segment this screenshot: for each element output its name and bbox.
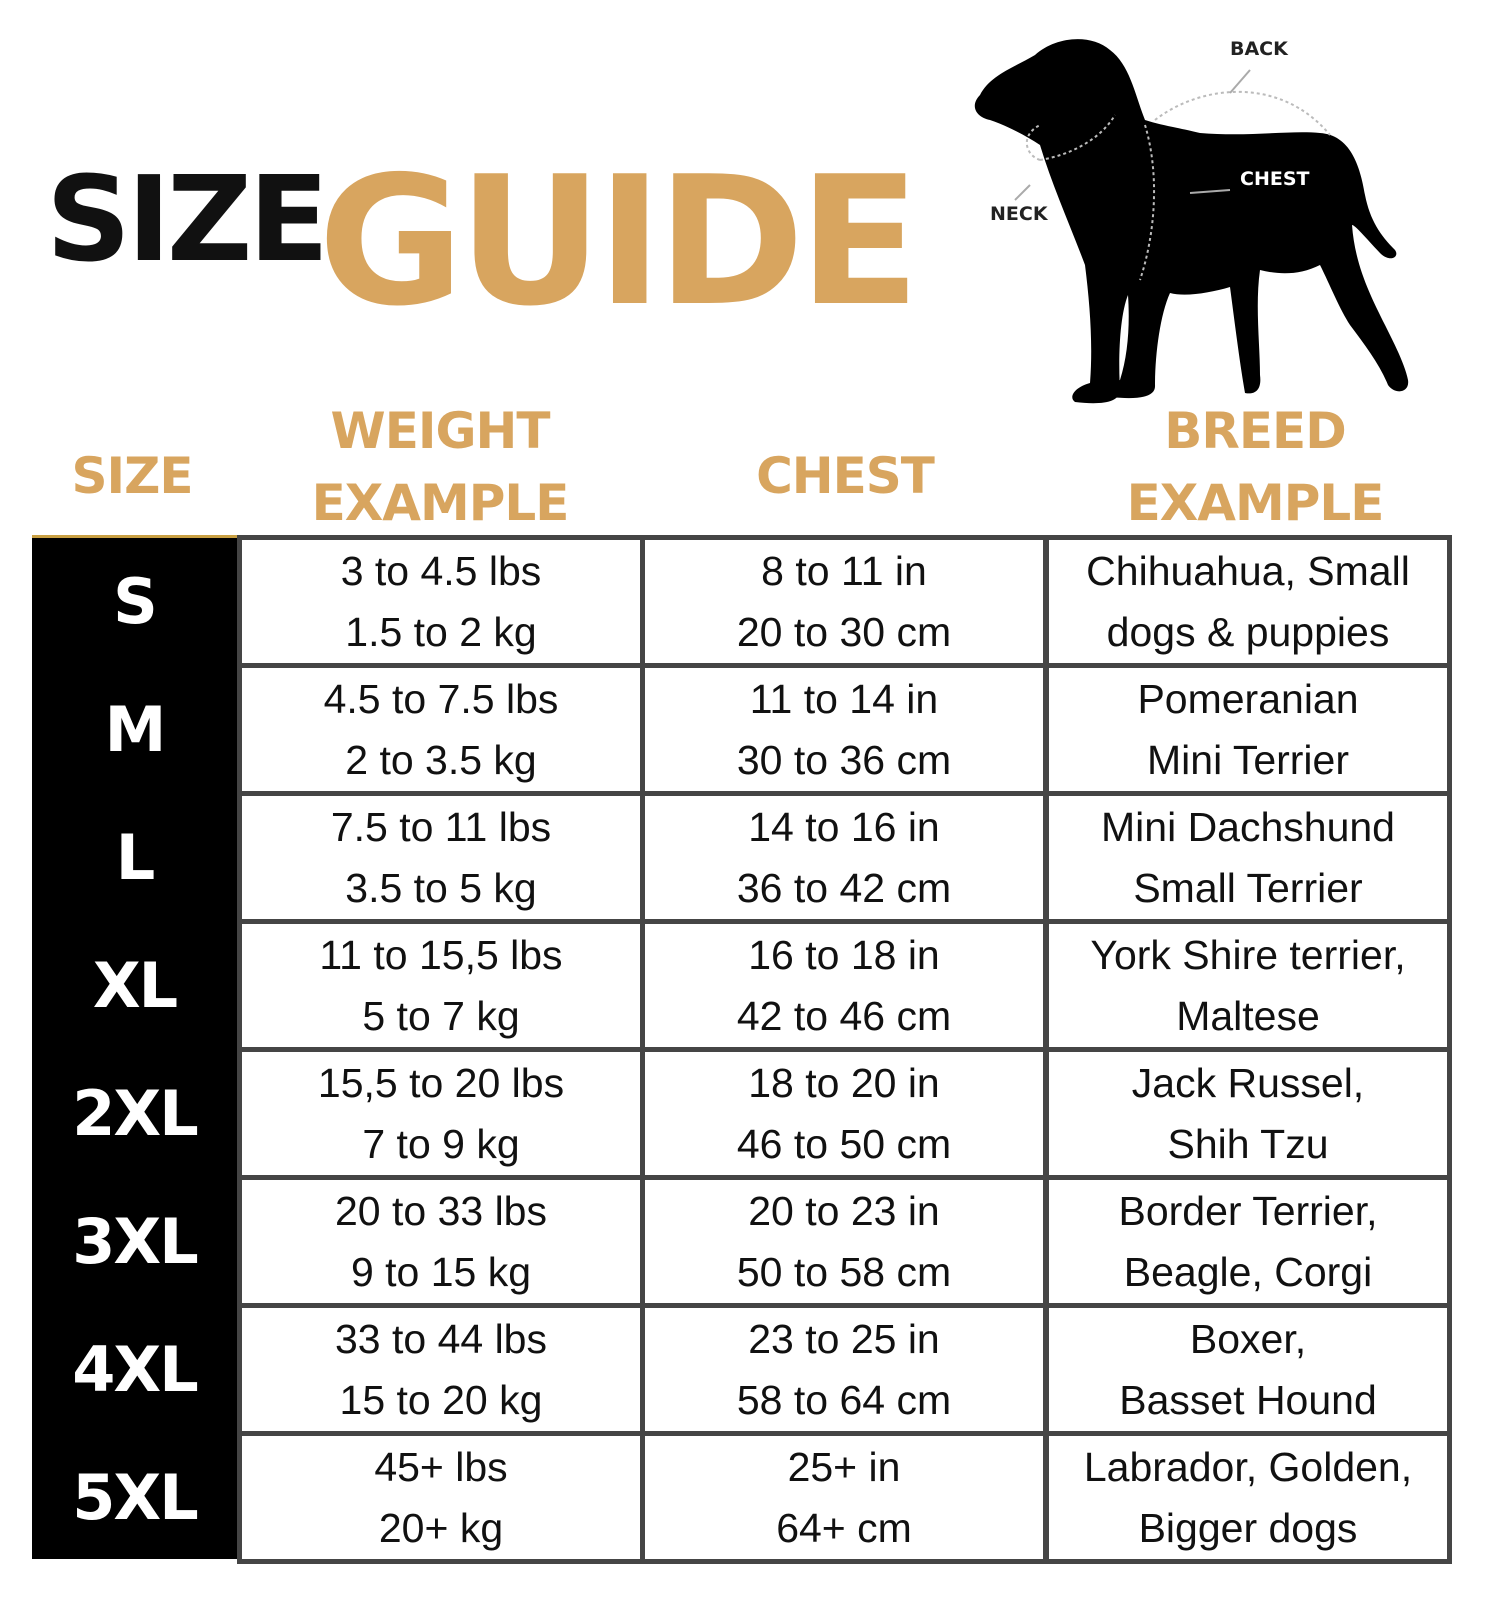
- header-weight: WEIGHT EXAMPLE: [240, 395, 640, 539]
- chest-cell: 11 to 14 in 30 to 36 cm: [640, 663, 1048, 796]
- header-weight-line1: WEIGHT: [330, 402, 551, 460]
- chest-cell: 16 to 18 in 42 to 46 cm: [640, 919, 1048, 1052]
- chest-line: 20 to 30 cm: [736, 608, 952, 655]
- breed-line: Boxer,: [1189, 1315, 1307, 1362]
- weight-line: 20+ kg: [378, 1504, 504, 1551]
- breed-cell: Border Terrier, Beagle, Corgi: [1044, 1175, 1452, 1308]
- header-breed: BREED EXAMPLE: [1055, 395, 1455, 539]
- size-table: S 3 to 4.5 lbs 1.5 to 2 kg 8 to 11 in 20 to …: [32, 535, 1452, 1564]
- weight-line: 20 to 33 lbs: [335, 1187, 547, 1234]
- weight-cell: 45+ lbs 20+ kg: [237, 1431, 645, 1564]
- size-label: L: [115, 821, 156, 894]
- header-weight-line2: EXAMPLE: [311, 474, 570, 532]
- weight-cell: 4.5 to 7.5 lbs 2 to 3.5 kg: [237, 663, 645, 796]
- chest-line: 46 to 50 cm: [736, 1120, 952, 1167]
- header-size: SIZE: [32, 440, 232, 512]
- back-label: BACK: [1230, 38, 1289, 60]
- title-guide: GUIDE: [318, 138, 920, 345]
- weight-line: 4.5 to 7.5 lbs: [323, 675, 559, 722]
- breed-line: Shih Tzu: [1167, 1120, 1329, 1167]
- chest-line: 42 to 46 cm: [736, 992, 952, 1039]
- chest-line: 36 to 42 cm: [736, 864, 952, 911]
- weight-line: 9 to 15 kg: [350, 1248, 532, 1295]
- chest-line: 30 to 36 cm: [736, 736, 952, 783]
- chest-cell: 14 to 16 in 36 to 42 cm: [640, 791, 1048, 924]
- size-label: 2XL: [72, 1077, 198, 1150]
- chest-line: 25+ in: [787, 1443, 901, 1490]
- weight-cell: 3 to 4.5 lbs 1.5 to 2 kg: [237, 535, 645, 668]
- chest-line: 20 to 23 in: [748, 1187, 940, 1234]
- weight-cell: 11 to 15,5 lbs 5 to 7 kg: [237, 919, 645, 1052]
- weight-line: 2 to 3.5 kg: [345, 736, 537, 783]
- size-label: 3XL: [72, 1205, 198, 1278]
- breed-line: Border Terrier,: [1118, 1187, 1378, 1234]
- size-label: M: [104, 693, 167, 766]
- chest-line: 16 to 18 in: [748, 931, 940, 978]
- breed-line: Basset Hound: [1119, 1376, 1377, 1423]
- breed-line: Mini Dachshund: [1101, 803, 1395, 850]
- neck-label: NECK: [990, 203, 1049, 225]
- weight-line: 45+ lbs: [374, 1443, 508, 1490]
- size-label: 4XL: [72, 1333, 198, 1406]
- header-chest-text: CHEST: [756, 447, 935, 505]
- weight-line: 7.5 to 11 lbs: [330, 803, 552, 850]
- breed-line: York Shire terrier,: [1090, 931, 1406, 978]
- weight-line: 7 to 9 kg: [362, 1120, 520, 1167]
- size-label: S: [113, 565, 158, 638]
- header-size-text: SIZE: [71, 447, 193, 505]
- header-breed-line2: EXAMPLE: [1126, 474, 1385, 532]
- weight-line: 3.5 to 5 kg: [345, 864, 537, 911]
- chest-line: 8 to 11 in: [761, 547, 927, 594]
- weight-line: 3 to 4.5 lbs: [340, 547, 542, 594]
- breed-line: Mini Terrier: [1147, 736, 1349, 783]
- weight-line: 1.5 to 2 kg: [345, 608, 537, 655]
- breed-line: Maltese: [1176, 992, 1320, 1039]
- size-label: 5XL: [72, 1461, 198, 1534]
- weight-cell: 15,5 to 20 lbs 7 to 9 kg: [237, 1047, 645, 1180]
- breed-line: dogs & puppies: [1106, 608, 1390, 655]
- breed-line: Beagle, Corgi: [1123, 1248, 1373, 1295]
- chest-cell: 8 to 11 in 20 to 30 cm: [640, 535, 1048, 668]
- chest-line: 64+ cm: [776, 1504, 912, 1551]
- size-column: [32, 535, 237, 1559]
- chest-cell: 20 to 23 in 50 to 58 cm: [640, 1175, 1048, 1308]
- weight-line: 5 to 7 kg: [362, 992, 520, 1039]
- breed-line: Pomeranian: [1137, 675, 1359, 722]
- breed-line: Jack Russel,: [1131, 1059, 1365, 1106]
- breed-cell: York Shire terrier, Maltese: [1044, 919, 1452, 1052]
- breed-line: Labrador, Golden,: [1083, 1443, 1413, 1490]
- chest-line: 14 to 16 in: [748, 803, 940, 850]
- weight-line: 33 to 44 lbs: [335, 1315, 547, 1362]
- breed-line: Small Terrier: [1133, 864, 1363, 911]
- chest-line: 11 to 14 in: [749, 675, 939, 722]
- chest-line: 58 to 64 cm: [736, 1376, 952, 1423]
- breed-cell: Pomeranian Mini Terrier: [1044, 663, 1452, 796]
- chest-line: 50 to 58 cm: [736, 1248, 952, 1295]
- weight-line: 15 to 20 kg: [339, 1376, 543, 1423]
- breed-cell: Jack Russel, Shih Tzu: [1044, 1047, 1452, 1180]
- chest-line: 18 to 20 in: [748, 1059, 940, 1106]
- header-chest: CHEST: [645, 440, 1045, 512]
- breed-line: Chihuahua, Small: [1086, 547, 1410, 594]
- weight-line: 11 to 15,5 lbs: [319, 931, 563, 978]
- header-breed-line1: BREED: [1164, 402, 1346, 460]
- size-label: XL: [92, 949, 178, 1022]
- breed-line: Bigger dogs: [1138, 1504, 1358, 1551]
- weight-cell: 33 to 44 lbs 15 to 20 kg: [237, 1303, 645, 1436]
- weight-cell: 7.5 to 11 lbs 3.5 to 5 kg: [237, 791, 645, 924]
- chest-cell: 25+ in 64+ cm: [640, 1431, 1048, 1564]
- chest-label: CHEST: [1240, 168, 1310, 190]
- title-size: SIZE: [46, 150, 329, 288]
- breed-cell: Mini Dachshund Small Terrier: [1044, 791, 1452, 924]
- chest-line: 23 to 25 in: [748, 1315, 940, 1362]
- breed-cell: Labrador, Golden, Bigger dogs: [1044, 1431, 1452, 1564]
- breed-cell: Chihuahua, Small dogs & puppies: [1044, 535, 1452, 668]
- weight-line: 15,5 to 20 lbs: [317, 1059, 565, 1106]
- weight-cell: 20 to 33 lbs 9 to 15 kg: [237, 1175, 645, 1308]
- dog-silhouette-icon: BACK CHEST NECK: [974, 38, 1409, 404]
- breed-cell: Boxer, Basset Hound: [1044, 1303, 1452, 1436]
- chest-cell: 18 to 20 in 46 to 50 cm: [640, 1047, 1048, 1180]
- chest-cell: 23 to 25 in 58 to 64 cm: [640, 1303, 1048, 1436]
